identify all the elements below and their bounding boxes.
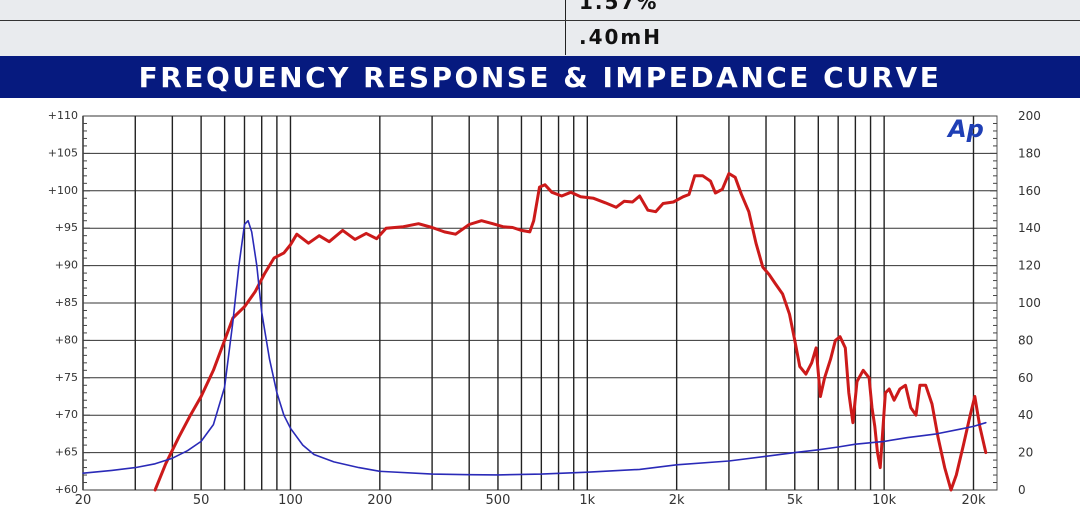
frequency-response-chart: +60 +65 +70 +75 +80 +85 +90 +95 +100 +105 +110 0 20…: [48, 109, 1041, 508]
y-right-tick-label: 120: [1018, 259, 1041, 273]
y-right-tick-label: 100: [1018, 296, 1041, 310]
y-left-tick-label: +85: [55, 296, 78, 309]
y-left-tick-label: +100: [48, 184, 78, 197]
x-tick-label: 50: [193, 493, 210, 508]
row-divider: [0, 20, 1080, 21]
impedance-curve: [82, 219, 987, 476]
x-tick-label: 100: [278, 493, 303, 508]
y-right-tick-label: 20: [1018, 446, 1033, 460]
right-axis-ticks: 0 20 40 60 80 100 120 140 160 180 200: [990, 109, 1041, 497]
y-right-tick-label: 40: [1018, 408, 1033, 422]
y-left-tick-label: +70: [55, 408, 78, 421]
y-right-tick-label: 140: [1018, 221, 1041, 235]
x-tick-label: 500: [486, 493, 511, 508]
spec-row: 1.57%: [0, 0, 1080, 20]
x-tick-label: 5k: [787, 493, 803, 508]
x-tick-label: 10k: [872, 493, 897, 508]
column-divider: [565, 0, 566, 20]
column-divider: [565, 21, 566, 55]
y-left-tick-label: +75: [55, 371, 78, 384]
chart-container: +60 +65 +70 +75 +80 +85 +90 +95 +100 +105 +110 0 20…: [0, 99, 1080, 511]
spec-table: 1.57% .40mH: [0, 0, 1080, 56]
y-left-tick-label: +105: [48, 146, 78, 159]
y-left-tick-label: +80: [55, 333, 78, 346]
y-right-tick-label: 60: [1018, 371, 1033, 385]
ap-logo: Ap: [946, 115, 984, 143]
x-tick-label: 1k: [579, 493, 595, 508]
y-left-tick-label: +65: [55, 446, 78, 459]
y-right-tick-label: 80: [1018, 333, 1033, 347]
spec-value: .40mH: [579, 25, 663, 49]
x-axis-ticks: 20 50 100 200 500 1k 2k 5k 10k 20k: [75, 493, 986, 508]
left-axis-ticks: +60 +65 +70 +75 +80 +85 +90 +95 +100 +105 +110: [48, 109, 90, 496]
section-title: FREQUENCY RESPONSE & IMPEDANCE CURVE: [138, 60, 942, 94]
y-left-tick-label: +110: [48, 109, 78, 122]
y-right-tick-label: 0: [1018, 483, 1026, 497]
y-right-tick-label: 200: [1018, 109, 1041, 123]
spec-row: .40mH: [0, 21, 1080, 55]
x-tick-label: 200: [367, 493, 392, 508]
x-tick-label: 20k: [961, 493, 986, 508]
y-left-tick-label: +60: [55, 483, 78, 496]
y-left-tick-label: +95: [55, 221, 78, 234]
x-tick-label: 2k: [669, 493, 685, 508]
section-title-bar: FREQUENCY RESPONSE & IMPEDANCE CURVE: [0, 56, 1080, 98]
frequency-response-curve: [153, 172, 988, 492]
x-tick-label: 20: [75, 493, 92, 508]
y-left-tick-label: +90: [55, 259, 78, 272]
spec-value: 1.57%: [579, 0, 659, 14]
y-right-tick-label: 160: [1018, 184, 1041, 198]
series-group: [82, 172, 988, 492]
y-right-tick-label: 180: [1018, 146, 1041, 160]
